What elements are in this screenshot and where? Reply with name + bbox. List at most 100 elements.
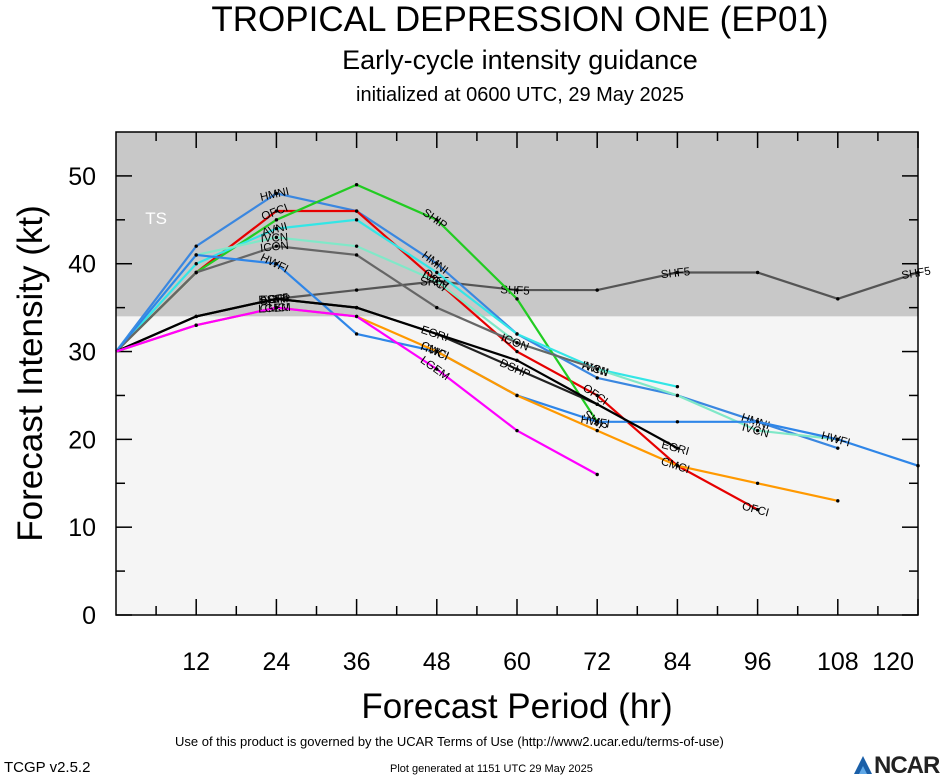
data-point	[274, 209, 279, 213]
series-line-ivcn	[115, 236, 838, 441]
series-label: SHF5	[500, 284, 530, 298]
data-point	[354, 209, 359, 213]
x-tick-label: 12	[182, 648, 210, 676]
x-tick-label: 48	[423, 648, 451, 676]
data-point	[515, 428, 519, 433]
data-point	[435, 262, 439, 266]
data-point	[274, 262, 279, 266]
x-tick-label: 120	[872, 648, 914, 676]
data-point	[194, 270, 198, 275]
y-tick-label: 50	[68, 163, 96, 191]
data-point	[515, 393, 519, 398]
data-point	[194, 262, 198, 266]
data-point	[755, 481, 760, 485]
data-point	[675, 270, 680, 275]
data-point	[595, 288, 599, 292]
data-point	[595, 428, 599, 433]
data-point	[515, 297, 519, 301]
data-point	[595, 393, 599, 398]
y-tick-label: 20	[68, 426, 96, 454]
data-point	[354, 288, 359, 292]
data-point	[595, 367, 599, 371]
ts-label: TS	[145, 209, 167, 228]
data-point	[194, 323, 198, 327]
y-axis-title: Forecast Intensity (kt)	[11, 205, 50, 541]
data-point	[595, 402, 599, 406]
chart-init-time: initialized at 0600 UTC, 29 May 2025	[356, 84, 684, 106]
series-line-egri	[115, 297, 678, 450]
data-point	[354, 332, 359, 336]
data-point	[755, 507, 760, 512]
data-point	[354, 244, 359, 248]
below-ts-band	[116, 316, 918, 615]
data-point	[595, 420, 599, 424]
data-point	[515, 358, 519, 363]
data-point	[515, 341, 519, 345]
data-point	[675, 446, 680, 450]
x-tick-label: 108	[817, 648, 859, 676]
data-point	[755, 270, 760, 275]
x-tick-label: 24	[262, 648, 290, 676]
chart-title: TROPICAL DEPRESSION ONE (EP01)	[211, 0, 829, 39]
series-label: ICON	[260, 240, 290, 255]
data-point	[755, 420, 760, 424]
data-point	[515, 288, 519, 292]
data-point	[274, 191, 279, 196]
ncar-emblem-icon	[854, 756, 872, 774]
series-label: EGRI	[260, 293, 289, 307]
data-point	[515, 349, 519, 354]
y-tick-label: 40	[68, 251, 96, 279]
data-point	[194, 244, 198, 248]
data-point	[274, 235, 279, 240]
ts-band	[116, 132, 918, 317]
data-point	[274, 226, 279, 231]
x-axis-title: Forecast Period (hr)	[361, 687, 672, 726]
data-point	[836, 446, 840, 450]
x-tick-label: 60	[503, 648, 531, 676]
data-point	[354, 218, 359, 222]
data-point	[836, 297, 840, 301]
ncar-logo: NCAR	[852, 752, 940, 780]
data-point	[194, 314, 198, 319]
data-point	[274, 218, 279, 222]
data-point	[435, 270, 439, 275]
version-text: TCGP v2.5.2	[4, 759, 91, 776]
data-point	[515, 367, 519, 371]
data-point	[274, 305, 279, 310]
plot-frame	[115, 131, 919, 616]
data-point	[675, 384, 680, 389]
data-point	[435, 332, 439, 336]
terms-of-use-text: Use of this product is governed by the U…	[175, 734, 724, 749]
data-point	[354, 305, 359, 310]
series-line-avni	[115, 218, 678, 388]
data-point	[194, 253, 198, 257]
x-tick-label: 72	[583, 648, 611, 676]
x-tick-label: 96	[744, 648, 772, 676]
data-point	[435, 218, 439, 222]
data-point	[435, 279, 439, 283]
data-point	[274, 244, 279, 248]
data-point	[435, 367, 439, 371]
data-point	[755, 428, 760, 433]
series-label: LGEM	[258, 302, 291, 316]
series-label: IVCN	[260, 232, 288, 245]
chart-subtitle: Early-cycle intensity guidance	[342, 45, 698, 75]
data-point	[675, 393, 680, 398]
data-point	[435, 305, 439, 310]
data-point	[675, 420, 680, 424]
data-point	[595, 376, 599, 380]
data-point	[836, 499, 840, 503]
generated-time-text: Plot generated at 1151 UTC 29 May 2025	[390, 763, 593, 775]
data-point	[675, 464, 680, 468]
x-tick-label: 84	[663, 648, 691, 676]
series-line-hmni	[115, 192, 839, 450]
data-point	[354, 182, 359, 187]
data-point	[435, 349, 439, 354]
series-label: SHF5	[660, 266, 691, 281]
x-tick-label: 36	[343, 648, 371, 676]
data-point	[515, 332, 519, 336]
y-tick-label: 0	[82, 602, 96, 630]
data-point	[595, 472, 599, 477]
data-point	[274, 297, 279, 301]
